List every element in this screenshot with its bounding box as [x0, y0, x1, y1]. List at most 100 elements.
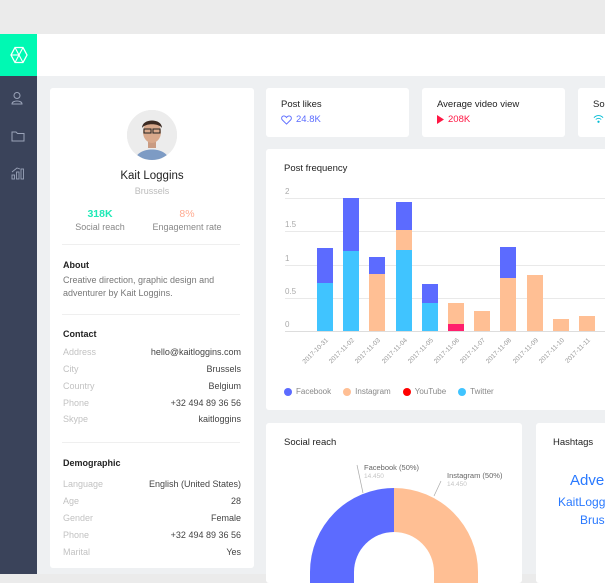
metric-value-row: 24.8K: [281, 114, 321, 125]
chart-title: Post frequency: [284, 163, 348, 174]
social-reach-card: Social reach Facebook (50%) 14.450 Insta…: [266, 423, 522, 583]
legend-dot: [402, 387, 411, 396]
legend-dot: [284, 387, 292, 396]
row-key: Phone: [63, 398, 90, 408]
row-key: Skype: [63, 414, 89, 424]
donut-slice-instagram[interactable]: [394, 488, 478, 583]
contact-row-country: Country Belgium: [63, 381, 241, 391]
row-key: Gender: [63, 513, 94, 523]
gridline: [285, 331, 605, 332]
legend-label: YouTube: [414, 387, 447, 396]
row-value: 28: [230, 496, 241, 506]
contact-row-phone: Phone +32 494 89 36 56: [63, 398, 241, 408]
social-reach-donut: [310, 464, 478, 583]
folder-icon: [11, 131, 25, 142]
divider: [62, 244, 240, 245]
legend-label: Instagram: [355, 387, 391, 396]
row-value: hello@kaitloggins.com: [150, 347, 241, 357]
contact-title: Contact: [63, 329, 97, 339]
bar-segment-instagram[interactable]: [474, 311, 491, 331]
bar-segment-youtube[interactable]: [448, 324, 464, 331]
bar-segment-instagram[interactable]: [448, 303, 464, 325]
legend-dot: [343, 387, 352, 396]
bar-segment-instagram[interactable]: [552, 319, 569, 331]
row-value: +32 494 89 36 56: [170, 530, 241, 540]
row-value: English (United States): [148, 479, 241, 489]
gridline: [285, 264, 605, 266]
contact-row-address: Address hello@kaitloggins.com: [63, 347, 241, 357]
sidebar: [0, 34, 37, 574]
row-key: Age: [63, 496, 80, 506]
stat-value: 318K: [87, 208, 113, 220]
gridline: [285, 198, 605, 199]
profile-card: Kait Loggins Brussels 318K Social reach …: [50, 88, 254, 568]
hashtag[interactable]: Adve: [570, 472, 605, 489]
bar-segment-facebook[interactable]: [395, 201, 412, 230]
metric-post-likes[interactable]: Post likes 24.8K: [266, 88, 409, 137]
row-key: Marital: [63, 547, 91, 557]
bar-segment-facebook[interactable]: [421, 284, 438, 304]
divider: [62, 442, 240, 443]
slice-label-instagram: Instagram (50%): [447, 471, 503, 480]
demographic-row-marital: Marital Yes: [63, 547, 241, 557]
sidebar-item-profile[interactable]: [9, 89, 27, 107]
row-value: Yes: [226, 547, 241, 557]
bar-segment-instagram[interactable]: [500, 277, 517, 331]
demographic-row-gender: Gender Female: [63, 513, 241, 523]
bar-segment-instagram[interactable]: [526, 275, 543, 331]
row-value: Belgium: [208, 381, 241, 391]
bar-segment-facebook[interactable]: [369, 256, 386, 274]
bar-segment-instagram[interactable]: [395, 229, 412, 250]
post-frequency-card: Post frequency 0 0.5 1 1.5 2 2017-10-31 2017-1…: [266, 149, 605, 410]
legend-label: Twitter: [470, 387, 494, 396]
logo[interactable]: [0, 34, 37, 76]
avatar: [127, 110, 177, 160]
legend-dot: [458, 387, 467, 396]
demographic-row-phone: Phone +32 494 89 36 56: [63, 530, 241, 540]
bar-segment-twitter[interactable]: [317, 283, 333, 331]
bar-segment-facebook[interactable]: [317, 247, 333, 284]
bar-segment-instagram[interactable]: [579, 316, 595, 331]
hashtag[interactable]: KaitLogg: [558, 495, 605, 509]
bar-segment-twitter[interactable]: [421, 303, 438, 331]
legend-item-facebook[interactable]: Facebook: [284, 387, 331, 396]
metric-average-video-view[interactable]: Average video view 208K: [422, 88, 565, 137]
metric-value: 24.8K: [296, 114, 321, 125]
metric-social[interactable]: So: [578, 88, 605, 137]
row-key: Phone: [63, 530, 90, 540]
topbar: [37, 34, 605, 76]
metric-title: So: [593, 99, 605, 110]
row-key: Language: [63, 479, 104, 489]
donut-slice-facebook[interactable]: [310, 488, 394, 583]
row-value: Female: [210, 513, 241, 523]
divider: [62, 314, 240, 315]
slice-value-instagram: 14.450: [447, 481, 467, 488]
demographic-title: Demographic: [63, 458, 121, 468]
hashtags-title: Hashtags: [553, 437, 594, 448]
legend-item-twitter[interactable]: Twitter: [458, 387, 494, 396]
bar-segment-facebook[interactable]: [500, 247, 517, 278]
about-text: Creative direction, graphic design and a…: [63, 275, 215, 298]
metric-value-row: [593, 114, 604, 124]
wifi-icon: [593, 115, 604, 123]
legend-item-instagram[interactable]: Instagram: [343, 387, 391, 396]
play-icon: [437, 115, 444, 124]
bar-segment-twitter[interactable]: [343, 251, 360, 331]
bar-segment-facebook[interactable]: [343, 198, 360, 252]
slice-label-facebook: Facebook (50%): [364, 463, 420, 472]
slice-value-facebook: 14.450: [364, 473, 384, 480]
bar-segment-instagram[interactable]: [369, 273, 386, 331]
row-key: Country: [63, 381, 95, 391]
gridline: [285, 231, 605, 233]
legend-item-youtube[interactable]: YouTube: [402, 387, 447, 396]
bar-segment-twitter[interactable]: [395, 249, 412, 331]
y-tick-label: 2: [285, 187, 290, 196]
sidebar-item-analytics[interactable]: [9, 164, 27, 182]
metric-title: Average video view: [437, 99, 520, 110]
row-value: Brussels: [206, 364, 241, 374]
contact-row-skype: Skype kaitloggins: [63, 414, 241, 424]
sidebar-item-files[interactable]: [9, 127, 27, 145]
metric-value-row: 208K: [437, 114, 470, 125]
hashtag[interactable]: Brus: [580, 513, 605, 527]
logo-icon: [9, 46, 28, 64]
